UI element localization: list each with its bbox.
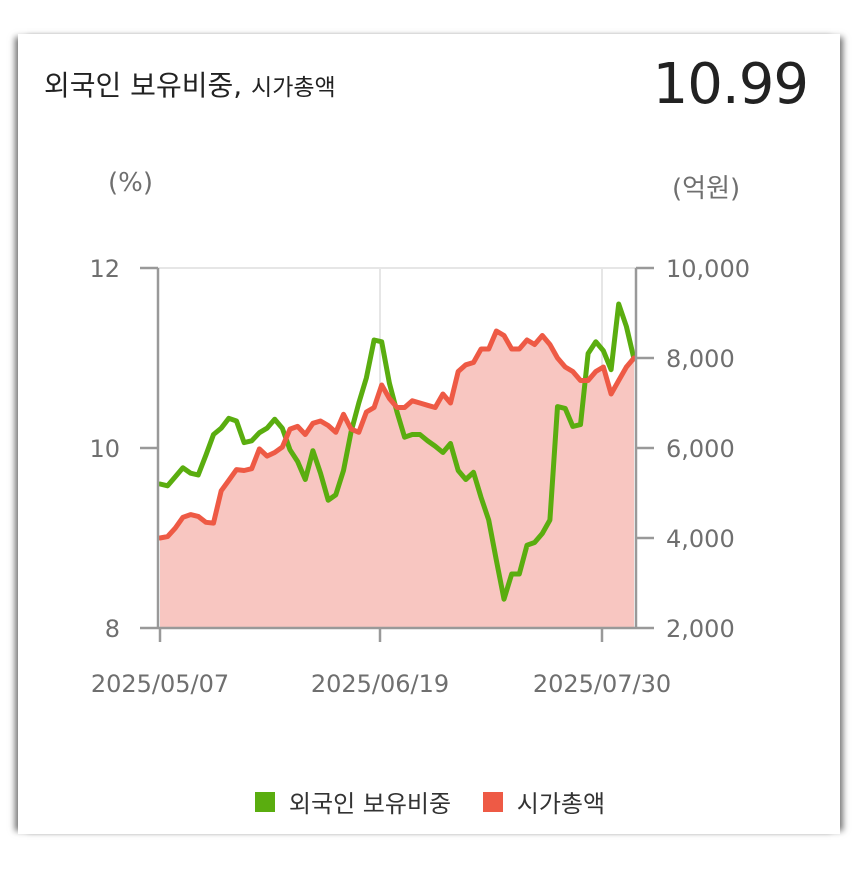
right-axis-tick-label: 10,000 bbox=[666, 255, 750, 283]
right-axis-tick-label: 2,000 bbox=[666, 615, 735, 643]
right-axis-tick-label: 4,000 bbox=[666, 525, 735, 553]
market-cap-area bbox=[160, 331, 634, 628]
right-axis-unit: (억원) bbox=[672, 174, 741, 204]
left-axis-tick-label: 8 bbox=[105, 615, 120, 643]
x-axis-tick-label: 2025/07/30 bbox=[533, 670, 671, 698]
legend-label-foreign-ownership: 외국인 보유비중 bbox=[288, 790, 452, 818]
market-cap-line bbox=[157, 328, 637, 541]
right-axis-tick-label: 6,000 bbox=[666, 435, 735, 463]
title-sub: 시가총액 bbox=[251, 75, 336, 101]
current-value: 10.99 bbox=[652, 52, 809, 117]
left-axis-tick-label: 10 bbox=[89, 435, 120, 463]
x-axis-tick-label: 2025/06/19 bbox=[311, 670, 449, 698]
legend-swatch-foreign-ownership bbox=[254, 791, 275, 812]
legend-swatch-market-cap bbox=[482, 791, 503, 812]
right-axis-tick-label: 8,000 bbox=[666, 345, 735, 373]
x-axis-tick-label: 2025/05/07 bbox=[91, 670, 229, 698]
foreign-ownership-line bbox=[157, 301, 637, 602]
legend-item-market-cap[interactable]: 시가총액 bbox=[482, 784, 606, 819]
chart-legend: 외국인 보유비중 시가총액 bbox=[0, 784, 860, 819]
legend-label-market-cap: 시가총액 bbox=[516, 790, 606, 818]
left-axis-tick-label: 12 bbox=[89, 255, 120, 283]
chart-title: 외국인 보유비중, 시가총액 bbox=[44, 64, 336, 104]
left-axis-unit: (%) bbox=[108, 168, 153, 198]
title-main: 외국인 보유비중, bbox=[44, 69, 243, 102]
legend-item-foreign-ownership[interactable]: 외국인 보유비중 bbox=[254, 784, 452, 819]
